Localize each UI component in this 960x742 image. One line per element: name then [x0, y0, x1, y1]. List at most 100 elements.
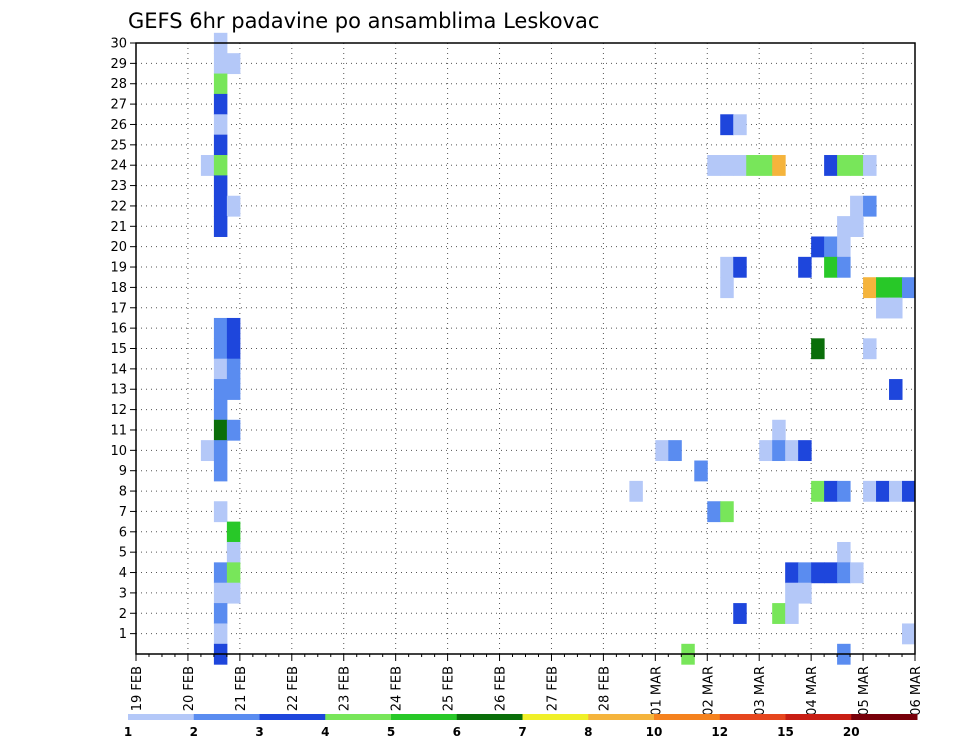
y-tick-label: 27	[110, 98, 127, 113]
precip-cell	[746, 155, 760, 176]
legend-label: 5	[387, 725, 395, 739]
legend-swatch	[259, 714, 326, 720]
legend-swatch	[193, 714, 260, 720]
precip-cell	[889, 277, 903, 299]
precip-cell	[213, 623, 228, 645]
precip-cell	[707, 155, 721, 176]
precip-cell	[837, 562, 851, 584]
precip-cell	[811, 338, 825, 360]
precip-cell	[213, 358, 228, 380]
legend-label: 3	[255, 725, 263, 739]
y-tick-label: 8	[119, 485, 127, 500]
precip-cell	[772, 603, 786, 624]
precip-cell	[889, 297, 903, 319]
precip-cell	[824, 236, 838, 258]
x-tick-label: 23 FEB	[338, 666, 353, 711]
precip-cell	[733, 155, 747, 176]
precip-cell	[694, 460, 708, 482]
y-tick-label: 14	[110, 362, 127, 377]
precip-cell	[785, 440, 799, 462]
precip-cell	[200, 440, 215, 462]
precip-cell	[720, 501, 734, 523]
x-tick-label: 22 FEB	[286, 666, 301, 711]
y-tick-label: 25	[110, 138, 127, 153]
precip-cell	[785, 603, 799, 624]
x-tick-label: 27 FEB	[545, 666, 560, 711]
y-tick-label: 7	[119, 505, 127, 520]
precip-cell	[798, 562, 812, 584]
precip-cell	[798, 440, 812, 462]
precip-cell	[226, 53, 241, 75]
precip-cell	[824, 256, 838, 278]
precip-cell	[876, 480, 890, 502]
precip-cell	[798, 582, 812, 604]
precip-cell	[720, 155, 734, 176]
precip-cell	[902, 623, 916, 645]
y-tick-label: 3	[119, 586, 127, 601]
legend-label: 15	[777, 725, 794, 739]
precip-cell	[850, 216, 864, 237]
precip-cell	[902, 277, 916, 299]
legend-swatch	[785, 714, 852, 720]
legend-label: 2	[190, 725, 198, 739]
precip-cell	[213, 440, 228, 462]
precip-cell	[837, 541, 851, 563]
y-tick-label: 2	[119, 607, 127, 622]
legend-label: 6	[453, 725, 461, 739]
precip-cell	[837, 216, 851, 237]
precip-cell	[226, 562, 241, 584]
precip-cell	[213, 338, 228, 360]
legend-swatch	[128, 714, 195, 720]
precip-cell	[226, 419, 241, 441]
precip-cell	[863, 480, 877, 502]
precip-cell	[226, 379, 241, 400]
precip-cell	[226, 317, 241, 339]
x-tick-label: 03 MAR	[753, 666, 768, 716]
x-tick-label: 06 MAR	[909, 666, 924, 716]
color-legend: 1 2 3 4 5 6 7 8 10 12 15 20	[124, 714, 918, 739]
y-tick-label: 15	[110, 342, 127, 357]
precip-cell	[772, 440, 786, 462]
precip-cell	[733, 256, 747, 278]
precip-cell	[837, 256, 851, 278]
y-tick-label: 9	[119, 464, 127, 479]
precip-cell	[850, 562, 864, 584]
precip-cell	[226, 195, 241, 217]
precip-cell	[213, 93, 228, 115]
legend-label: 10	[646, 725, 663, 739]
y-tick-label: 20	[110, 240, 127, 255]
precip-cell	[876, 277, 890, 299]
y-tick-label: 24	[110, 159, 127, 174]
precip-cell	[811, 480, 825, 502]
precip-cell	[824, 562, 838, 584]
precip-cell	[798, 256, 812, 278]
precip-cell	[226, 541, 241, 563]
legend-swatch	[654, 714, 721, 720]
x-tick-label: 01 MAR	[649, 666, 664, 716]
precip-cell	[863, 195, 877, 217]
precip-cell	[213, 501, 228, 523]
legend-label: 4	[321, 725, 329, 739]
precip-cell	[213, 53, 228, 75]
y-tick-label: 19	[110, 261, 127, 276]
precip-cell	[720, 114, 734, 136]
precip-cell	[213, 460, 228, 482]
precip-cell	[759, 440, 773, 462]
y-tick-label: 6	[119, 525, 127, 540]
y-tick-label: 21	[110, 220, 127, 235]
precip-cell	[213, 155, 228, 176]
legend-label: 1	[124, 725, 132, 739]
precip-cell	[213, 175, 228, 197]
y-tick-label: 13	[110, 383, 127, 398]
precip-cell	[226, 358, 241, 380]
precip-cell	[733, 114, 747, 136]
x-axis-ticks: 19 FEB 20 FEB 21 FEB 22 FEB 23 FEB 24 FEB 25 F…	[130, 654, 924, 716]
legend-label: 7	[518, 725, 526, 739]
precip-cell	[200, 155, 215, 176]
precip-cell	[226, 582, 241, 604]
precip-cell	[213, 582, 228, 604]
precip-cell	[837, 155, 851, 176]
precip-cell	[837, 236, 851, 258]
precip-cell	[785, 582, 799, 604]
